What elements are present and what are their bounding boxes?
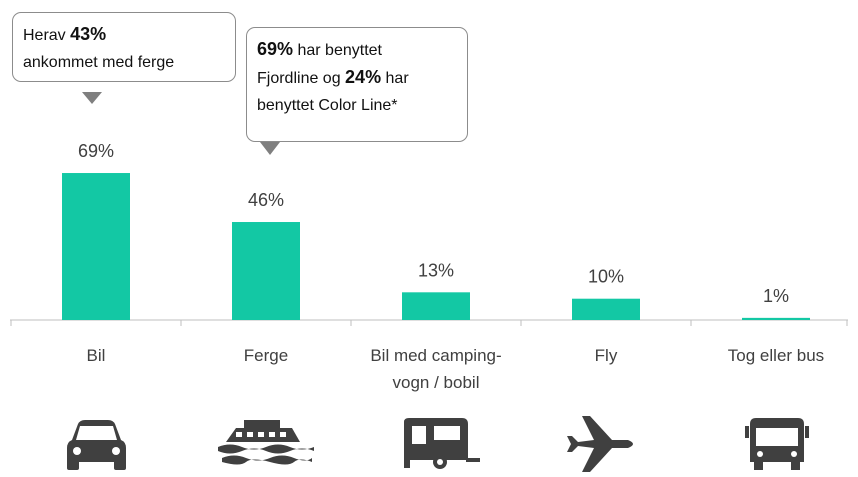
x-tick-label: Bil — [86, 346, 106, 365]
ferry-icon — [218, 420, 314, 465]
callout-pointer — [82, 92, 102, 104]
callout-highlight: 69% — [257, 39, 294, 59]
bus-icon — [745, 418, 809, 470]
car-icon — [67, 420, 126, 470]
callout-line: 69% har benyttet — [257, 36, 457, 64]
callout-text: Fjordline og — [257, 70, 346, 87]
callout-text: benyttet Color Line* — [257, 97, 398, 114]
callout-text: Herav — [23, 27, 71, 44]
value-label: 1% — [763, 286, 789, 306]
bar — [742, 317, 810, 320]
callout: 69% har benyttet Fjordline og 24% har beny… — [246, 27, 468, 142]
callout-text: har — [381, 70, 409, 87]
x-tick-label: Ferge — [243, 346, 289, 365]
x-tick-label: Tog eller bus — [727, 346, 825, 365]
callout-line: ankommet med ferge — [23, 49, 225, 76]
caravan-icon — [404, 418, 480, 469]
x-tick-label: Fly — [594, 346, 618, 365]
bar — [402, 292, 470, 320]
value-label: 10% — [588, 267, 624, 287]
callout-line: Fjordline og 24% har — [257, 64, 457, 92]
callout-line: benyttet Color Line* — [257, 92, 457, 119]
value-label: 46% — [248, 190, 284, 210]
plane-icon — [567, 416, 633, 472]
callout-text: ankommet med ferge — [23, 54, 175, 71]
bar — [572, 298, 640, 320]
callout-text: har benyttet — [293, 42, 382, 59]
callout: Herav 43% ankommet med ferge — [12, 12, 236, 82]
x-tick-label: Bil med camping- vogn / bobil — [370, 346, 502, 392]
bar — [62, 173, 130, 320]
bar — [232, 222, 300, 320]
callout-pointer — [260, 142, 280, 155]
callout-highlight: 24% — [345, 67, 382, 87]
callout-line: Herav 43% — [23, 21, 225, 49]
value-label: 13% — [418, 260, 454, 280]
callout-highlight: 43% — [70, 24, 107, 44]
value-label: 69% — [78, 141, 114, 161]
